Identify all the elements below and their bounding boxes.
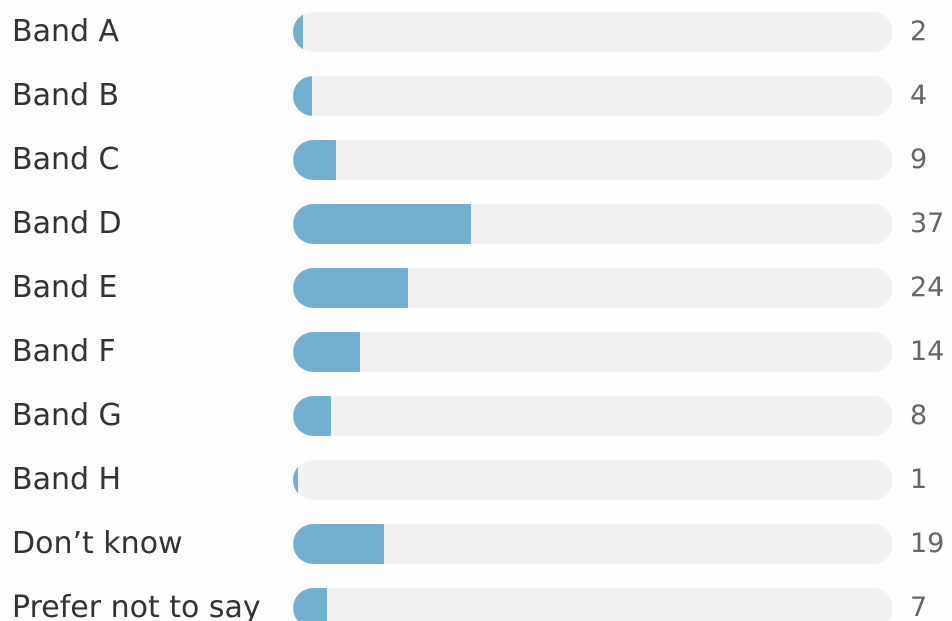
bar <box>293 204 471 244</box>
bar <box>293 588 327 621</box>
category-label: Band G <box>12 398 122 433</box>
bar-track <box>293 204 893 244</box>
bar <box>293 76 313 116</box>
bar-row: Prefer not to say 7 <box>0 588 952 621</box>
bar <box>293 268 409 308</box>
category-label: Band H <box>12 462 122 497</box>
bar-row: Band C 9 <box>0 140 952 180</box>
value-label: 19 <box>910 528 945 559</box>
bar-track <box>293 268 893 308</box>
category-label: Band B <box>12 78 120 113</box>
value-label: 7 <box>910 592 928 621</box>
value-label: 1 <box>910 464 928 495</box>
category-label: Band C <box>12 142 120 177</box>
bar <box>293 524 385 564</box>
value-label: 2 <box>910 16 928 47</box>
bar-track <box>293 76 893 116</box>
category-label: Don’t know <box>12 526 183 561</box>
bar-track <box>293 588 893 621</box>
value-label: 37 <box>910 208 945 239</box>
value-label: 14 <box>910 336 945 367</box>
bar <box>293 140 337 180</box>
bar-row: Don’t know 19 <box>0 524 952 564</box>
bar-track <box>293 12 893 52</box>
bar-track <box>293 524 893 564</box>
category-label: Band A <box>12 14 120 49</box>
bar-row: Band G 8 <box>0 396 952 436</box>
bar-track <box>293 396 893 436</box>
bar-row: Band D 37 <box>0 204 952 244</box>
value-label: 8 <box>910 400 928 431</box>
category-label: Band E <box>12 270 118 305</box>
bar-row: Band A 2 <box>0 12 952 52</box>
bar <box>293 332 361 372</box>
category-label: Prefer not to say <box>12 590 261 621</box>
bar-row: Band B 4 <box>0 76 952 116</box>
bar-row: Band F 14 <box>0 332 952 372</box>
category-label: Band D <box>12 206 122 241</box>
bar-row: Band H 1 <box>0 460 952 500</box>
value-label: 24 <box>910 272 945 303</box>
value-label: 9 <box>910 144 928 175</box>
value-label: 4 <box>910 80 928 111</box>
bar-track <box>293 460 893 500</box>
bar-track <box>293 332 893 372</box>
bar <box>293 460 298 500</box>
bar <box>293 12 303 52</box>
bar <box>293 396 332 436</box>
bar-row: Band E 24 <box>0 268 952 308</box>
category-label: Band F <box>12 334 116 369</box>
bar-track <box>293 140 893 180</box>
